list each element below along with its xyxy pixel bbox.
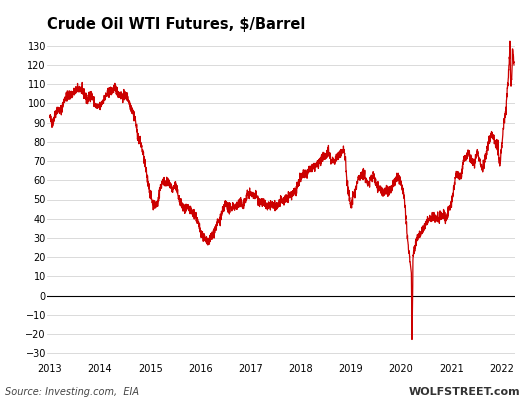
Text: WOLFSTREET.com: WOLFSTREET.com [409, 387, 521, 397]
Text: Crude Oil WTI Futures, $/Barrel: Crude Oil WTI Futures, $/Barrel [47, 17, 306, 32]
Text: Source: Investing.com,  EIA: Source: Investing.com, EIA [5, 387, 139, 397]
